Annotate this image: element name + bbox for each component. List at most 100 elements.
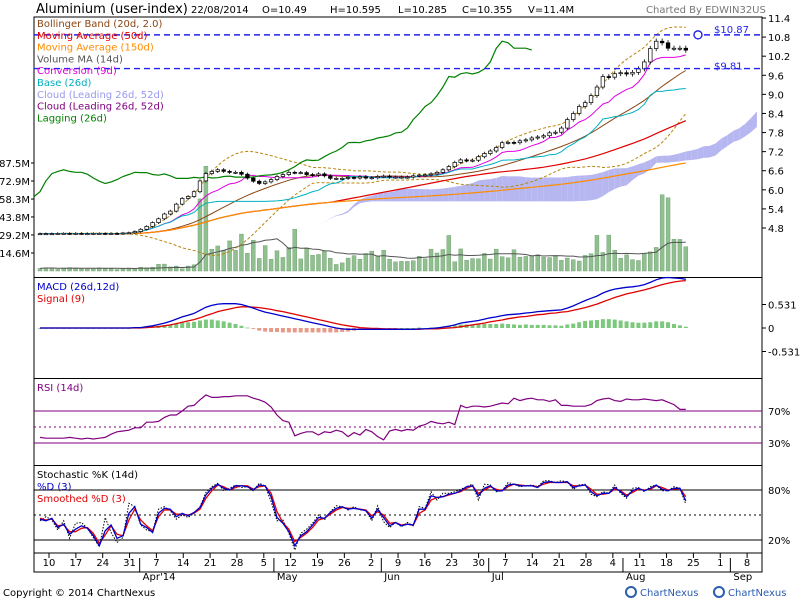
cloud-segment	[555, 177, 561, 201]
macd-histogram-bar	[417, 328, 421, 329]
candle	[423, 175, 427, 176]
volume-bar	[583, 255, 587, 271]
x-tick-label: 21	[553, 558, 566, 569]
macd-histogram-bar	[476, 324, 480, 328]
legend-item: Moving Average (150d)	[37, 43, 154, 54]
x-tick-label: 28	[580, 558, 593, 569]
macd-histogram-bar	[293, 328, 297, 332]
candle	[411, 176, 415, 177]
macd-histogram-bar	[328, 328, 332, 332]
macd-histogram-bar	[648, 322, 652, 328]
candle	[524, 140, 528, 141]
macd-histogram-bar	[234, 324, 238, 328]
cloud-segment	[413, 189, 419, 201]
header-date: 22/08/2014	[191, 5, 249, 16]
x-tick-label: 23	[445, 558, 458, 569]
y-tick-label: 8.4	[768, 109, 784, 120]
volume-bar	[115, 270, 119, 271]
candle	[571, 113, 575, 119]
macd-histogram-bar	[488, 324, 492, 328]
y-tick-label: 7.8	[768, 129, 784, 140]
candle	[139, 229, 143, 231]
candle	[637, 69, 641, 73]
macd-histogram-bar	[678, 325, 682, 328]
candle	[530, 138, 534, 140]
x-tick-label: 14	[177, 558, 190, 569]
header-volume: V=11.4M	[528, 5, 574, 16]
volume-bar	[121, 269, 125, 271]
resistance-label: $10.87	[714, 25, 749, 36]
volume-bar	[500, 257, 504, 271]
charted-by: Charted By EDWIN32US	[646, 5, 766, 16]
volume-bar	[305, 248, 309, 271]
volume-bar	[423, 259, 427, 271]
candle	[50, 234, 54, 235]
macd-histogram-bar	[631, 322, 635, 328]
macd-histogram-bar	[542, 325, 546, 328]
cloud-segment	[407, 188, 413, 201]
macd-histogram-bar	[524, 324, 528, 328]
volume-bar	[216, 246, 220, 271]
cloud-segment	[692, 149, 698, 160]
candle	[38, 234, 42, 235]
macd-histogram-bar	[613, 320, 617, 328]
candle	[417, 175, 421, 176]
candle	[293, 172, 297, 173]
candle	[222, 170, 226, 172]
volume-bar	[542, 257, 546, 271]
macd-histogram-bar	[607, 319, 611, 328]
header-close: C=10.355	[462, 5, 512, 16]
volume-bar	[275, 251, 279, 271]
cloud-segment	[490, 178, 496, 201]
macd-histogram-bar	[299, 328, 303, 332]
volume-bar	[316, 254, 320, 271]
volume-bar	[625, 255, 629, 271]
volume-bar	[417, 256, 421, 271]
candle	[252, 178, 256, 181]
volume-bar	[388, 259, 392, 271]
macd-legend-item: Signal (9)	[37, 294, 85, 305]
cloud-segment	[538, 178, 544, 202]
candle	[145, 226, 149, 229]
candle	[174, 204, 178, 211]
candle	[210, 171, 214, 173]
macd-histogram-bar	[660, 321, 664, 328]
macd-histogram-bar	[180, 323, 184, 328]
cloud-segment	[544, 177, 550, 201]
volume-tick-label: 87.5M	[0, 159, 30, 170]
x-tick-label: 4	[610, 558, 616, 569]
volume-bar	[553, 256, 557, 271]
cloud-segment	[502, 176, 508, 201]
cloud-segment	[656, 156, 662, 163]
volume-bar	[636, 261, 640, 271]
volume-bar	[394, 262, 398, 271]
chart-title: Aluminium (user-index)	[36, 2, 188, 17]
candle	[246, 174, 250, 178]
candle	[86, 234, 90, 235]
x-tick-label: 18	[660, 558, 673, 569]
macd-histogram-bar	[322, 328, 326, 332]
month-label: Jul	[491, 572, 504, 583]
x-tick-label: 12	[284, 558, 297, 569]
candle	[364, 177, 368, 178]
volume-bar	[548, 258, 552, 271]
cloud-segment	[550, 177, 556, 201]
macd-histogram-bar	[512, 324, 516, 328]
candle	[583, 103, 587, 107]
candle	[613, 74, 617, 78]
candle	[666, 43, 670, 48]
candle	[323, 174, 327, 176]
candle	[311, 175, 315, 176]
candle	[660, 41, 664, 43]
volume-bar	[245, 253, 249, 271]
candle	[269, 180, 273, 182]
x-tick-label: 30	[472, 558, 485, 569]
cloud-segment	[662, 156, 668, 163]
candle	[560, 128, 564, 132]
volume-bar	[311, 255, 315, 271]
candle	[477, 157, 481, 161]
x-tick-label: 28	[231, 558, 244, 569]
x-tick-label: 24	[96, 558, 109, 569]
y-tick-label: 10.2	[768, 52, 790, 63]
